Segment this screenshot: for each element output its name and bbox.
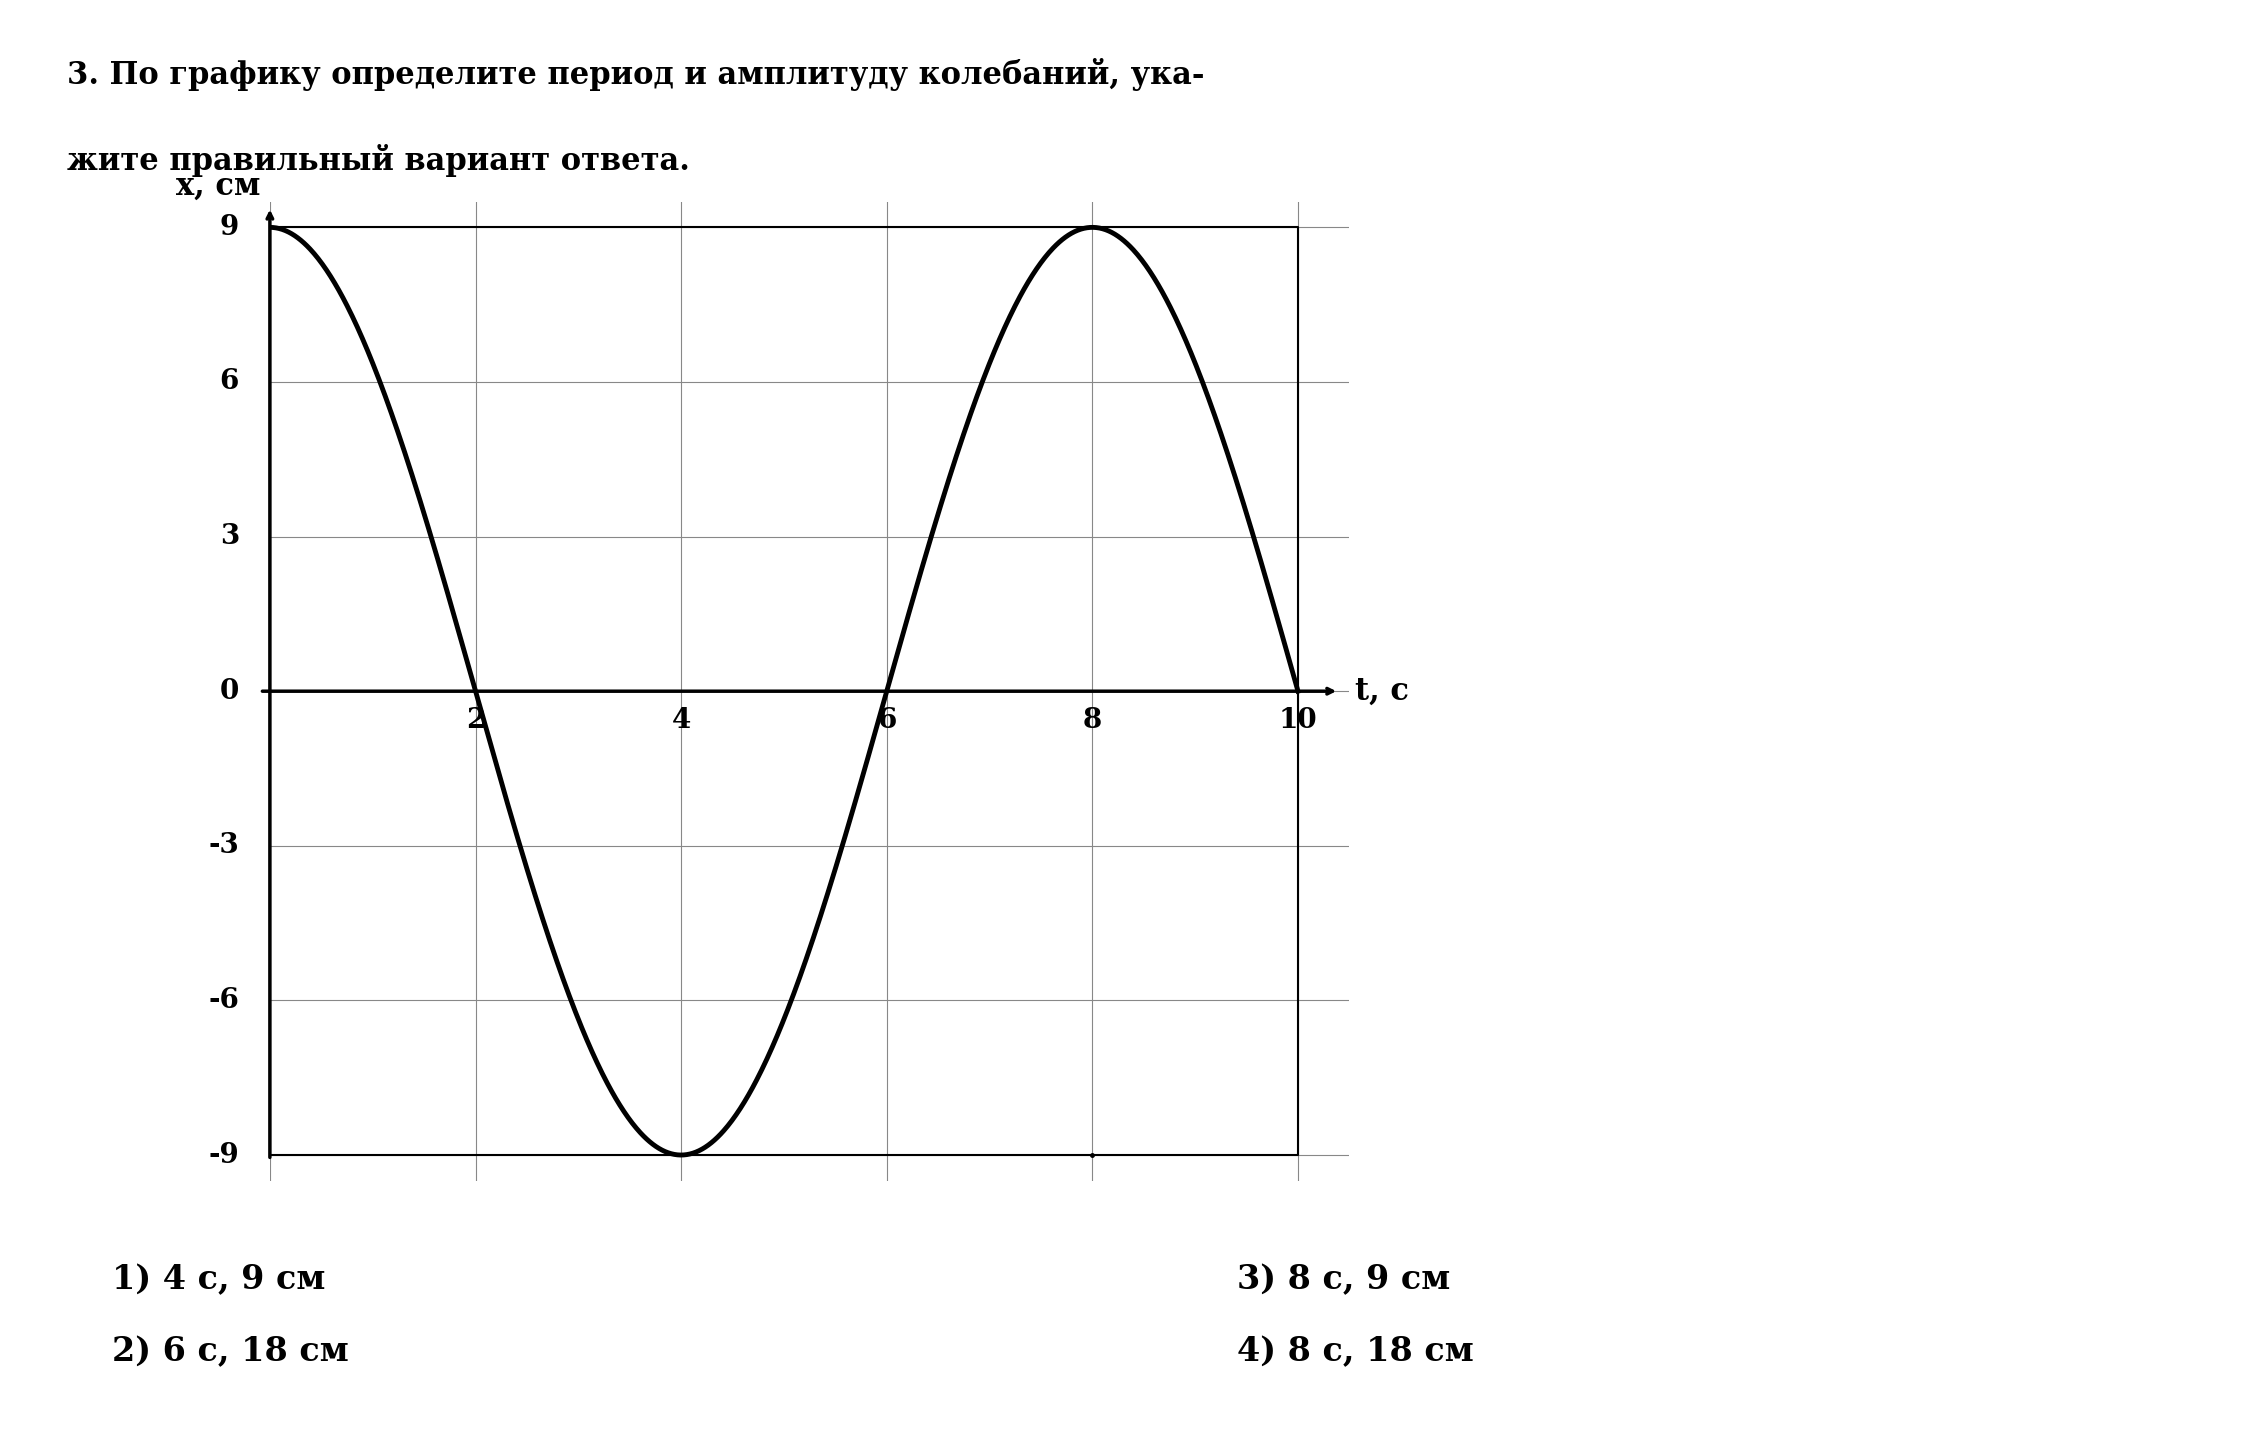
Text: 0: 0 <box>220 678 238 704</box>
Text: -3: -3 <box>209 832 238 860</box>
Text: 3. По графику определите период и амплитуду колебаний, ука-: 3. По графику определите период и амплит… <box>67 58 1205 91</box>
Text: 8: 8 <box>1082 707 1102 733</box>
Text: t, с: t, с <box>1354 675 1408 707</box>
Text: 6: 6 <box>220 369 238 396</box>
Text: 3) 8 с, 9 см: 3) 8 с, 9 см <box>1237 1263 1451 1296</box>
Text: -9: -9 <box>209 1142 238 1168</box>
Text: -6: -6 <box>209 986 238 1014</box>
Text: x, см: x, см <box>175 170 261 202</box>
Text: жите правильный вариант ответа.: жите правильный вариант ответа. <box>67 144 690 177</box>
Text: 2: 2 <box>466 707 486 733</box>
Text: 9: 9 <box>220 215 238 240</box>
Text: 4) 8 с, 18 см: 4) 8 с, 18 см <box>1237 1335 1473 1368</box>
Text: 10: 10 <box>1280 707 1318 733</box>
Text: 4: 4 <box>672 707 690 733</box>
Text: 6: 6 <box>877 707 897 733</box>
Text: 1) 4 с, 9 см: 1) 4 с, 9 см <box>112 1263 326 1296</box>
Text: 2) 6 с, 18 см: 2) 6 с, 18 см <box>112 1335 349 1368</box>
Text: 3: 3 <box>220 523 238 550</box>
